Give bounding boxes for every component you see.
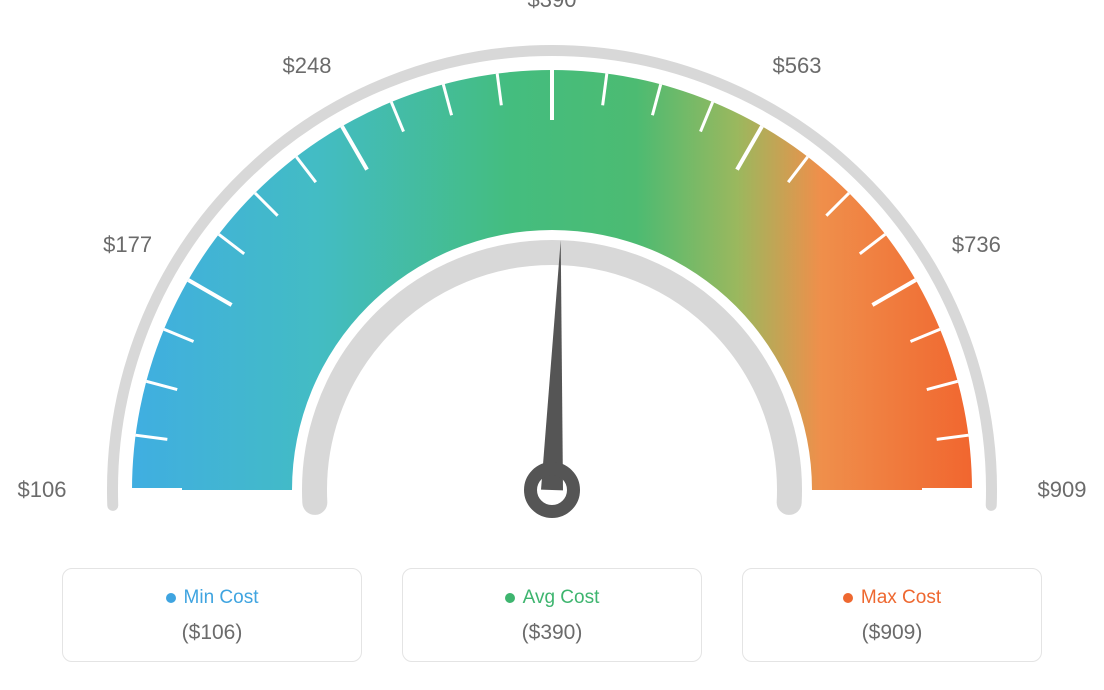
scale-label-2: $248 <box>283 53 332 79</box>
legend-max-label: Max Cost <box>861 587 941 609</box>
legend-min-title: Min Cost <box>166 587 259 609</box>
legend-avg-label: Avg Cost <box>523 587 600 609</box>
legend-max-dot <box>843 593 853 603</box>
scale-label-5: $736 <box>952 232 1001 258</box>
legend-avg-title: Avg Cost <box>505 587 600 609</box>
scale-label-6: $909 <box>1038 477 1087 503</box>
legend-row: Min Cost ($106) Avg Cost ($390) Max Cost… <box>0 568 1104 662</box>
legend-min-dot <box>166 593 176 603</box>
legend-min-value: ($106) <box>63 621 361 645</box>
legend-min-box: Min Cost ($106) <box>62 568 362 662</box>
legend-max-value: ($909) <box>743 621 1041 645</box>
scale-label-4: $563 <box>773 53 822 79</box>
gauge-wrap: $106 $177 $248 $390 $563 $736 $909 <box>0 0 1104 560</box>
legend-min-label: Min Cost <box>184 587 259 609</box>
scale-label-3: $390 <box>528 0 577 13</box>
scale-label-0: $106 <box>18 477 67 503</box>
legend-max-title: Max Cost <box>843 587 941 609</box>
legend-avg-box: Avg Cost ($390) <box>402 568 702 662</box>
legend-max-box: Max Cost ($909) <box>742 568 1042 662</box>
legend-avg-value: ($390) <box>403 621 701 645</box>
gauge-svg <box>0 0 1104 560</box>
legend-avg-dot <box>505 593 515 603</box>
gauge-chart-container: { "gauge": { "type": "gauge", "center_x"… <box>0 0 1104 690</box>
scale-label-1: $177 <box>103 232 152 258</box>
